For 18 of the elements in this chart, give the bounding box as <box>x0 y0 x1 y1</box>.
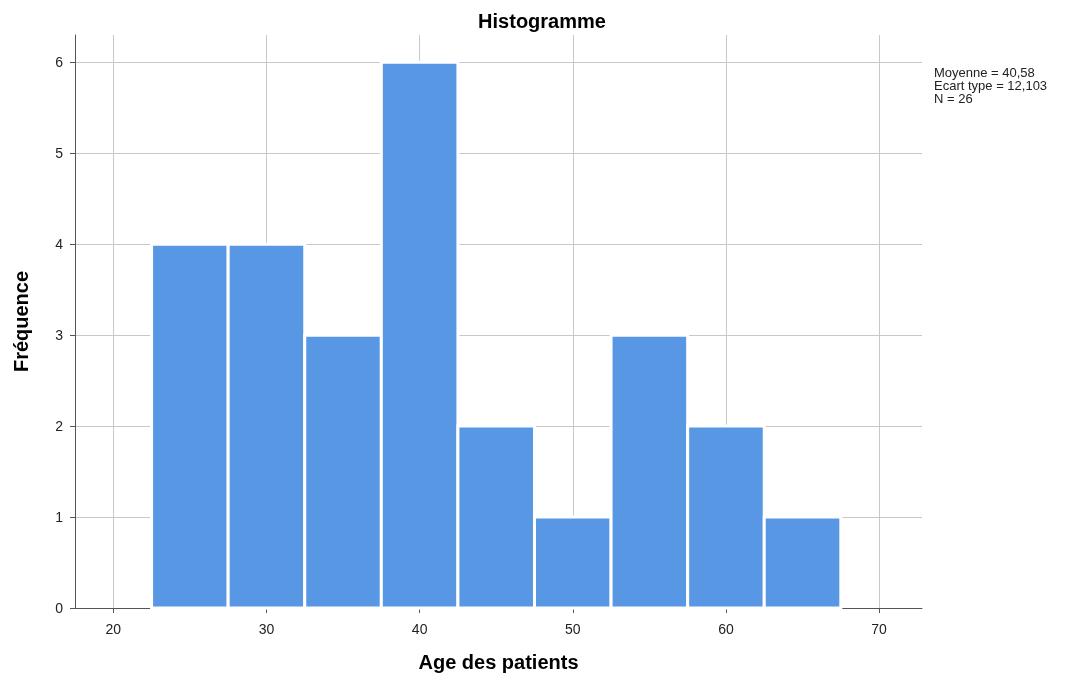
y-tick-label: 3 <box>55 327 64 344</box>
y-tick-label: 5 <box>55 145 64 162</box>
x-tick-label: 70 <box>871 621 888 637</box>
chart-title: Histogramme <box>478 10 606 32</box>
y-tick-label: 6 <box>55 54 64 71</box>
x-tick-label: 40 <box>411 621 428 637</box>
x-tick-label: 50 <box>565 621 581 637</box>
text: N = 26 <box>934 91 973 106</box>
y-tick-label: 4 <box>55 236 64 253</box>
x-axis-title: Age des patients <box>418 651 579 673</box>
y-tick-label: 0 <box>55 600 64 616</box>
x-tick-label: 20 <box>105 621 122 637</box>
y-axis-title: Fréquence <box>10 270 32 373</box>
x-tick-label: 30 <box>258 621 275 637</box>
y-tick-label: 2 <box>55 418 64 435</box>
x-tick-label: 60 <box>718 621 734 637</box>
y-tick-label: 1 <box>55 509 64 526</box>
text: Moyenne = 40,58 <box>934 65 1035 80</box>
